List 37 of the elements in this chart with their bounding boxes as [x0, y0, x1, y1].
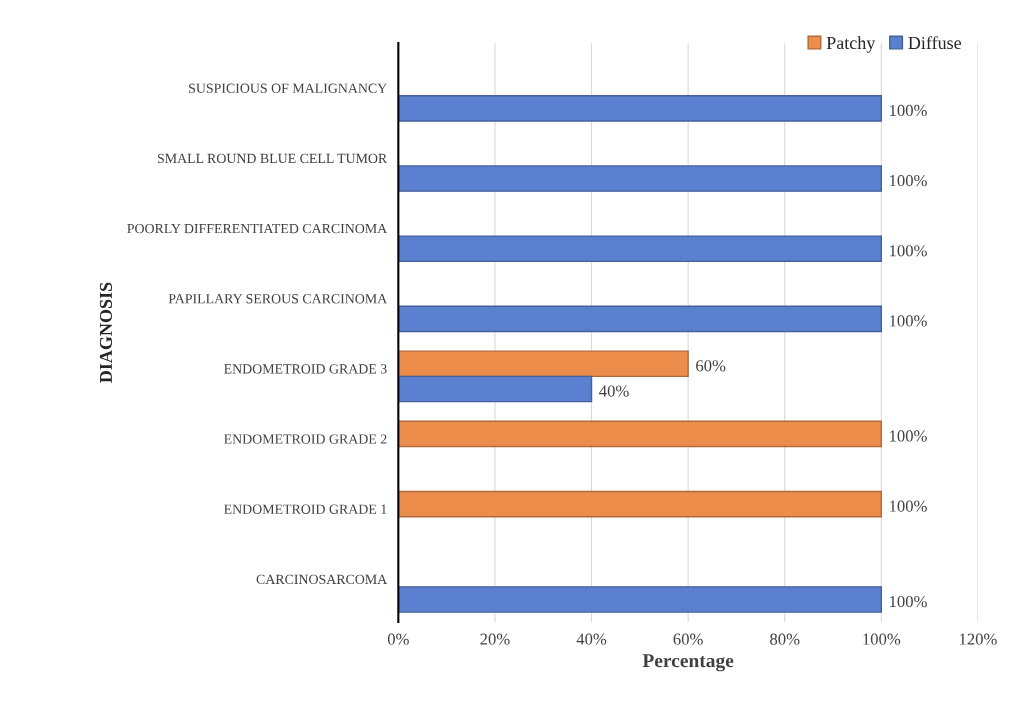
y-tick-label: CARCINOSARCOMA — [256, 574, 388, 585]
x-tick-label: 20% — [480, 633, 510, 645]
y-axis-title: DIAGNOSIS — [99, 282, 113, 383]
data-label: 100% — [890, 500, 927, 512]
x-tick-label: 80% — [770, 633, 800, 645]
bar — [398, 350, 689, 378]
y-tick-label: SUSPICIOUS OF MALIGNANCY — [189, 83, 387, 93]
x-tick-label: 120% — [959, 633, 997, 645]
bar — [398, 235, 883, 263]
bar — [398, 375, 593, 403]
y-tick-label: PAPILLARY SEROUS CARCINOMA — [168, 294, 388, 304]
y-tick-label: POORLY DIFFERENTIATED CARCINOMA — [127, 223, 388, 234]
data-label: 40% — [599, 385, 629, 397]
legend-label: Diffuse — [908, 36, 962, 50]
bar — [398, 490, 883, 518]
bar — [398, 95, 883, 122]
data-label: 60% — [696, 360, 726, 372]
y-tick-label: ENDOMETROID GRADE 3 — [224, 364, 387, 374]
bar — [398, 165, 883, 192]
y-tick-label: SMALL ROUND BLUE CELL TUMOR — [157, 153, 388, 164]
data-label: 100% — [890, 174, 927, 187]
y-tick-label: ENDOMETROID GRADE 2 — [224, 434, 387, 444]
data-label: 100% — [890, 430, 927, 442]
legend-label: Patchy — [826, 36, 876, 53]
bar — [398, 586, 883, 613]
x-axis-title: Percentage — [642, 654, 734, 672]
y-tick-label: ENDOMETROID GRADE 1 — [224, 504, 387, 514]
data-label: 100% — [890, 104, 927, 117]
bar — [398, 305, 883, 333]
data-label: 100% — [890, 315, 927, 327]
data-label: 100% — [890, 245, 927, 257]
bar — [398, 420, 883, 448]
x-tick-label: 60% — [673, 633, 703, 645]
x-tick-label: 40% — [576, 633, 607, 645]
data-label: 100% — [890, 595, 927, 608]
x-tick-label: 0% — [387, 633, 409, 645]
x-tick-label: 100% — [863, 633, 901, 645]
